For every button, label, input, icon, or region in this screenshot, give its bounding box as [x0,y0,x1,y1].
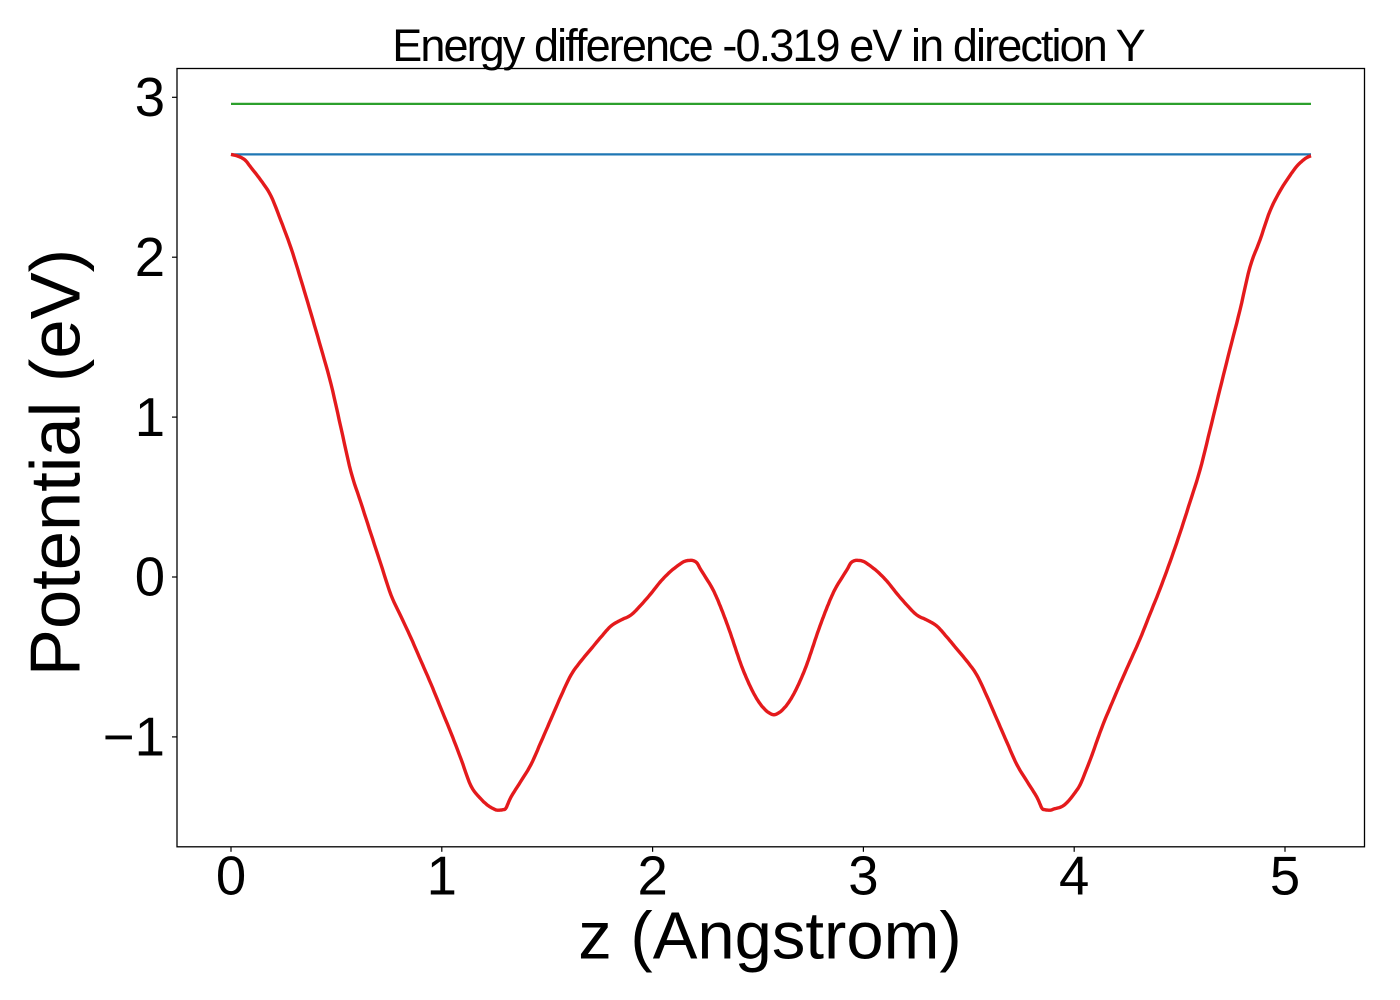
svg-text:1: 1 [427,845,457,906]
svg-text:0: 0 [216,845,246,906]
svg-text:2: 2 [637,845,667,906]
svg-text:2: 2 [135,227,165,288]
svg-text:Energy difference -0.319 eV in: Energy difference -0.319 eV in direction… [392,20,1145,71]
svg-text:3: 3 [135,67,165,128]
svg-text:0: 0 [135,547,165,608]
svg-text:4: 4 [1059,845,1089,906]
svg-text:1: 1 [135,387,165,448]
svg-text:z (Angstrom): z (Angstrom) [578,899,961,974]
svg-text:−1: −1 [103,707,165,768]
svg-text:5: 5 [1270,845,1300,906]
svg-text:3: 3 [848,845,878,906]
svg-text:Potential (eV): Potential (eV) [16,249,95,676]
